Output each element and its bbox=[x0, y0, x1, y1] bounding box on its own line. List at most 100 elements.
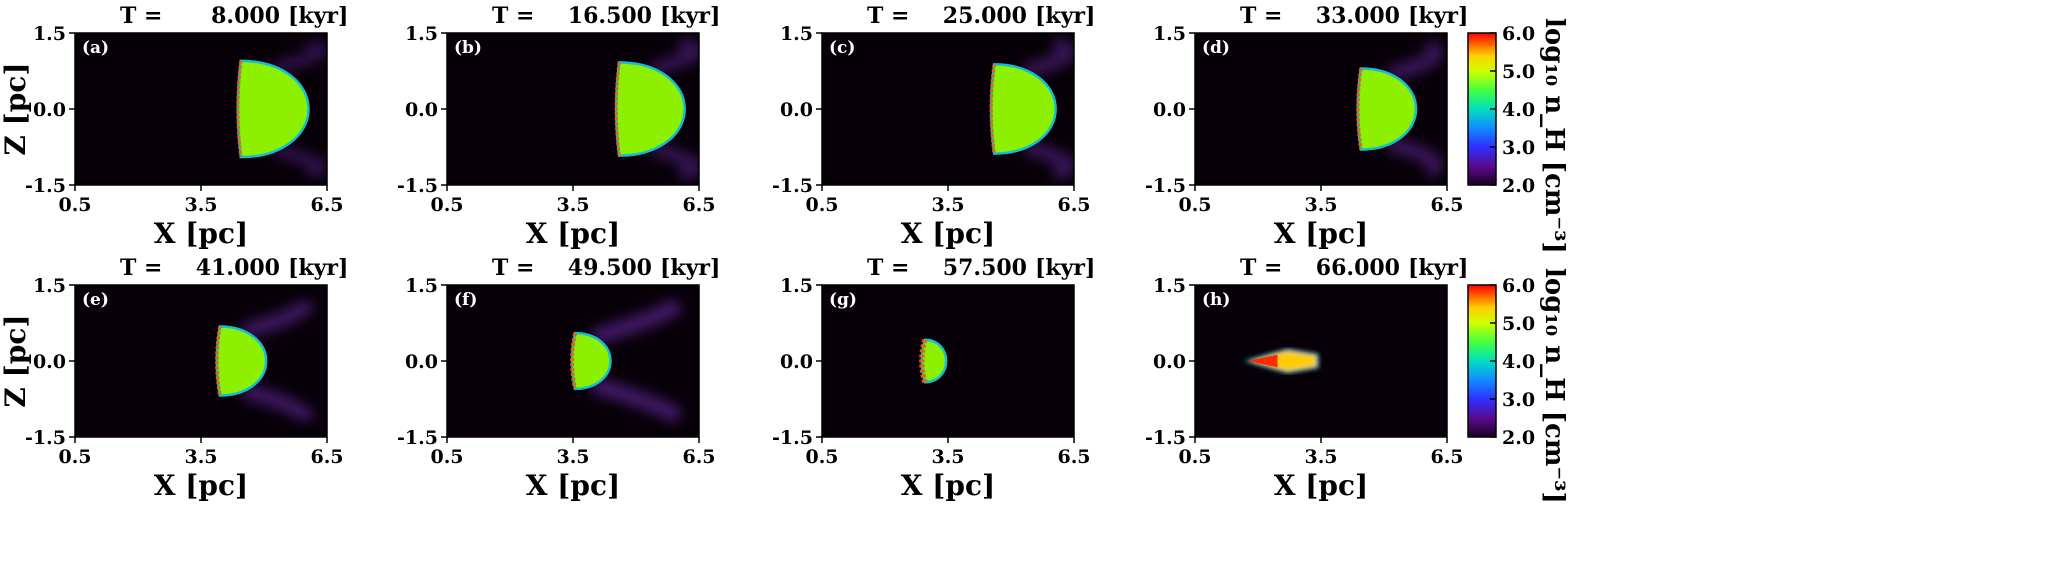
panel-time: 66.000 bbox=[1316, 255, 1400, 281]
panel-time-unit: [kyr] bbox=[1035, 255, 1095, 281]
y-tick-label: 0.0 bbox=[1153, 99, 1186, 121]
panel-time-unit: [kyr] bbox=[288, 255, 348, 281]
density-map bbox=[614, 37, 699, 181]
ionisation-front bbox=[236, 60, 243, 158]
colorbar-bottom-ticks: 6.0 5.0 4.0 3.0 2.0 bbox=[1490, 275, 1535, 449]
colorbar-tick-label: 4.0 bbox=[1502, 351, 1535, 373]
y-tick-label: -1.5 bbox=[397, 175, 438, 197]
panel-time: 8.000 bbox=[211, 3, 280, 29]
ionisation-front bbox=[215, 326, 222, 396]
y-tick-label: 1.5 bbox=[1153, 275, 1186, 297]
x-tick-label: 3.5 bbox=[1304, 194, 1337, 216]
colorbar-top: 6.0 5.0 4.0 3.0 2.0 log₁₀ n_H [cm⁻³] bbox=[1467, 18, 1569, 254]
y-tick-label: -1.5 bbox=[25, 427, 66, 449]
x-tick-label: 0.5 bbox=[1178, 446, 1211, 468]
y-tick-label: 0.0 bbox=[33, 99, 66, 121]
panel: T = 57.500 [kyr] (g) 0.5 3.5 6.5 1.5 0.0 -1.5 X [p… bbox=[772, 255, 1095, 502]
ionisation-front bbox=[919, 338, 928, 384]
y-tick-label: 0.0 bbox=[405, 99, 438, 121]
y-tick-label: -1.5 bbox=[1145, 427, 1186, 449]
panel-time: 16.500 bbox=[568, 3, 652, 29]
y-tick-label: -1.5 bbox=[397, 427, 438, 449]
ionisation-front bbox=[989, 64, 996, 154]
x-tick-label: 6.5 bbox=[1057, 194, 1090, 216]
panel-time-unit: [kyr] bbox=[1408, 255, 1468, 281]
y-tick-label: 1.5 bbox=[405, 23, 438, 45]
x-tick-label: 6.5 bbox=[682, 446, 715, 468]
density-map bbox=[989, 37, 1074, 181]
colorbar-tick-label: 2.0 bbox=[1502, 427, 1535, 449]
panel: T = 49.500 [kyr] (f) 0.5 3.5 6.5 1.5 0.0 -1.5 X [p… bbox=[397, 255, 720, 502]
y-axis-label: Z [pc] bbox=[0, 314, 32, 407]
outflow-tail bbox=[273, 143, 327, 178]
panel-label: (h) bbox=[1202, 290, 1230, 310]
panel: T = 25.000 [kyr] (c) 0.5 3.5 6.5 1.5 0.0 -1.5 X [p… bbox=[772, 3, 1095, 250]
x-tick-label: 3.5 bbox=[556, 194, 589, 216]
x-tick-label: 0.5 bbox=[430, 446, 463, 468]
panel-label: (f) bbox=[454, 290, 477, 310]
panel-time: 33.000 bbox=[1316, 3, 1400, 29]
cloud-clump bbox=[215, 325, 268, 397]
outflow-tail bbox=[1023, 37, 1074, 79]
panel-time: 41.000 bbox=[196, 255, 280, 281]
y-tick-label: -1.5 bbox=[772, 427, 813, 449]
colorbar-tick-label: 4.0 bbox=[1502, 99, 1535, 121]
panel-label: (c) bbox=[829, 38, 855, 58]
outflow-tail bbox=[1023, 139, 1074, 181]
y-tick-label: 0.0 bbox=[33, 351, 66, 373]
x-tick-label: 0.5 bbox=[58, 194, 91, 216]
colorbar-tick-label: 5.0 bbox=[1502, 61, 1535, 83]
panel-time-unit: [kyr] bbox=[288, 3, 348, 29]
colorbar-tick-label: 2.0 bbox=[1502, 175, 1535, 197]
colorbar-tick-label: 6.0 bbox=[1502, 275, 1535, 297]
x-tick-label: 6.5 bbox=[1430, 194, 1463, 216]
outflow-tail bbox=[1386, 135, 1444, 179]
ionisation-front bbox=[1356, 68, 1363, 150]
outflow-tail bbox=[650, 141, 699, 181]
panel-time-unit: [kyr] bbox=[1408, 3, 1468, 29]
density-map bbox=[570, 297, 684, 425]
panel-time-prefix: T = bbox=[1240, 3, 1282, 29]
y-tick-label: 0.0 bbox=[405, 351, 438, 373]
panel: T = 41.000 [kyr] (e) 0.5 3.5 6.5 1.5 0.0 -1.5 X [p… bbox=[0, 255, 348, 502]
x-tick-label: 0.5 bbox=[430, 194, 463, 216]
x-axis-label: X [pc] bbox=[154, 217, 249, 250]
x-tick-label: 3.5 bbox=[556, 446, 589, 468]
panel-time: 49.500 bbox=[568, 255, 652, 281]
density-map bbox=[215, 299, 315, 423]
ionisation-front bbox=[570, 332, 578, 390]
x-tick-label: 0.5 bbox=[58, 446, 91, 468]
y-tick-label: 1.5 bbox=[780, 275, 813, 297]
colorbar-tick-label: 5.0 bbox=[1502, 313, 1535, 335]
panel-grid: T = 8.000 [kyr] (a) 0.5 3.5 6.5 1.5 0.0 -1.5 X [pc… bbox=[0, 3, 1468, 502]
colorbar-tick-label: 6.0 bbox=[1502, 23, 1535, 45]
outflow-tail bbox=[1386, 39, 1444, 83]
x-axis-label: X [pc] bbox=[901, 469, 996, 502]
x-tick-label: 3.5 bbox=[931, 446, 964, 468]
y-tick-label: 1.5 bbox=[405, 275, 438, 297]
y-tick-label: 1.5 bbox=[33, 275, 66, 297]
x-axis-label: X [pc] bbox=[1274, 217, 1369, 250]
panel: T = 8.000 [kyr] (a) 0.5 3.5 6.5 1.5 0.0 -1.5 X [pc… bbox=[0, 3, 348, 250]
x-tick-label: 3.5 bbox=[1304, 446, 1337, 468]
x-axis-label: X [pc] bbox=[901, 217, 996, 250]
density-map bbox=[1243, 345, 1447, 377]
colorbar-bottom: 6.0 5.0 4.0 3.0 2.0 log₁₀ n_H [cm⁻³] bbox=[1467, 268, 1569, 504]
x-tick-label: 3.5 bbox=[184, 194, 217, 216]
panel-label: (a) bbox=[82, 38, 109, 58]
outflow-tail bbox=[650, 37, 699, 77]
x-tick-label: 0.5 bbox=[805, 194, 838, 216]
outflow-tail bbox=[273, 40, 327, 75]
panel-time: 57.500 bbox=[943, 255, 1027, 281]
density-map bbox=[919, 338, 1074, 384]
colorbar-bottom-label: log₁₀ n_H [cm⁻³] bbox=[1539, 268, 1569, 504]
panel-time-unit: [kyr] bbox=[1035, 3, 1095, 29]
panel-time-prefix: T = bbox=[492, 3, 534, 29]
y-tick-label: 1.5 bbox=[33, 23, 66, 45]
x-tick-label: 0.5 bbox=[805, 446, 838, 468]
panel-label: (d) bbox=[1202, 38, 1230, 58]
panel: T = 16.500 [kyr] (b) 0.5 3.5 6.5 1.5 0.0 -1.5 X [p… bbox=[397, 3, 720, 250]
y-tick-label: -1.5 bbox=[772, 175, 813, 197]
cometary-head bbox=[1243, 348, 1319, 374]
